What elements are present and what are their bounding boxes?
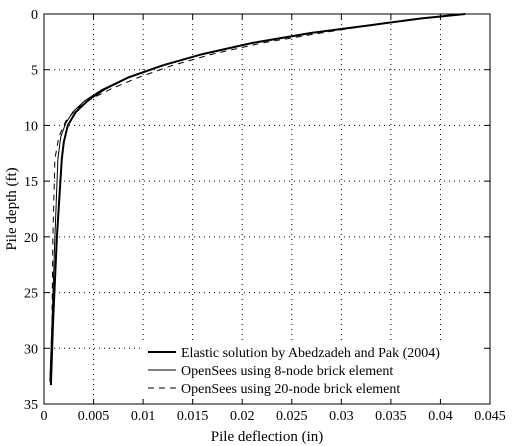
y-tick-label: 5	[31, 64, 38, 79]
series-group	[49, 13, 466, 386]
series-line-8node	[49, 13, 466, 382]
y-tick-label: 0	[31, 8, 38, 23]
x-axis-label: Pile deflection (in)	[211, 429, 323, 445]
x-tick-label: 0.015	[177, 409, 209, 424]
y-tick-label: 10	[24, 119, 38, 134]
x-tick-label: 0	[41, 409, 48, 424]
y-tick-label: 30	[24, 342, 38, 357]
series-line-20node	[49, 13, 466, 382]
legend: Elastic solution by Abedzadeh and Pak (2…	[142, 340, 482, 398]
axes: 0 0.005 0.01 0.015 0.02 0.025 0.03 0.035 0.04 0.0…	[24, 8, 506, 424]
grid	[44, 14, 490, 404]
y-tick-label: 25	[24, 287, 38, 302]
legend-label-8node: OpenSees using 8-node brick element	[181, 364, 393, 379]
legend-label-20node: OpenSees using 20-node brick element	[181, 382, 400, 397]
y-tick-label: 20	[24, 231, 38, 246]
x-tick-label: 0.01	[131, 409, 156, 424]
x-tick-label: 0.025	[276, 409, 308, 424]
x-tick-label: 0.005	[78, 409, 110, 424]
x-tick-label: 0.045	[474, 409, 506, 424]
x-tick-label: 0.03	[329, 409, 354, 424]
x-tick-label: 0.02	[230, 409, 255, 424]
y-axis-label: Pile depth (ft)	[4, 167, 20, 250]
x-tick-label: 0.04	[428, 409, 453, 424]
x-tick-label: 0.035	[375, 409, 407, 424]
legend-label-elastic: Elastic solution by Abedzadeh and Pak (2…	[181, 346, 440, 361]
y-tick-label: 15	[24, 175, 38, 190]
legend-box	[142, 340, 482, 398]
y-tick-label: 35	[24, 398, 38, 413]
plot-frame	[43, 13, 491, 405]
